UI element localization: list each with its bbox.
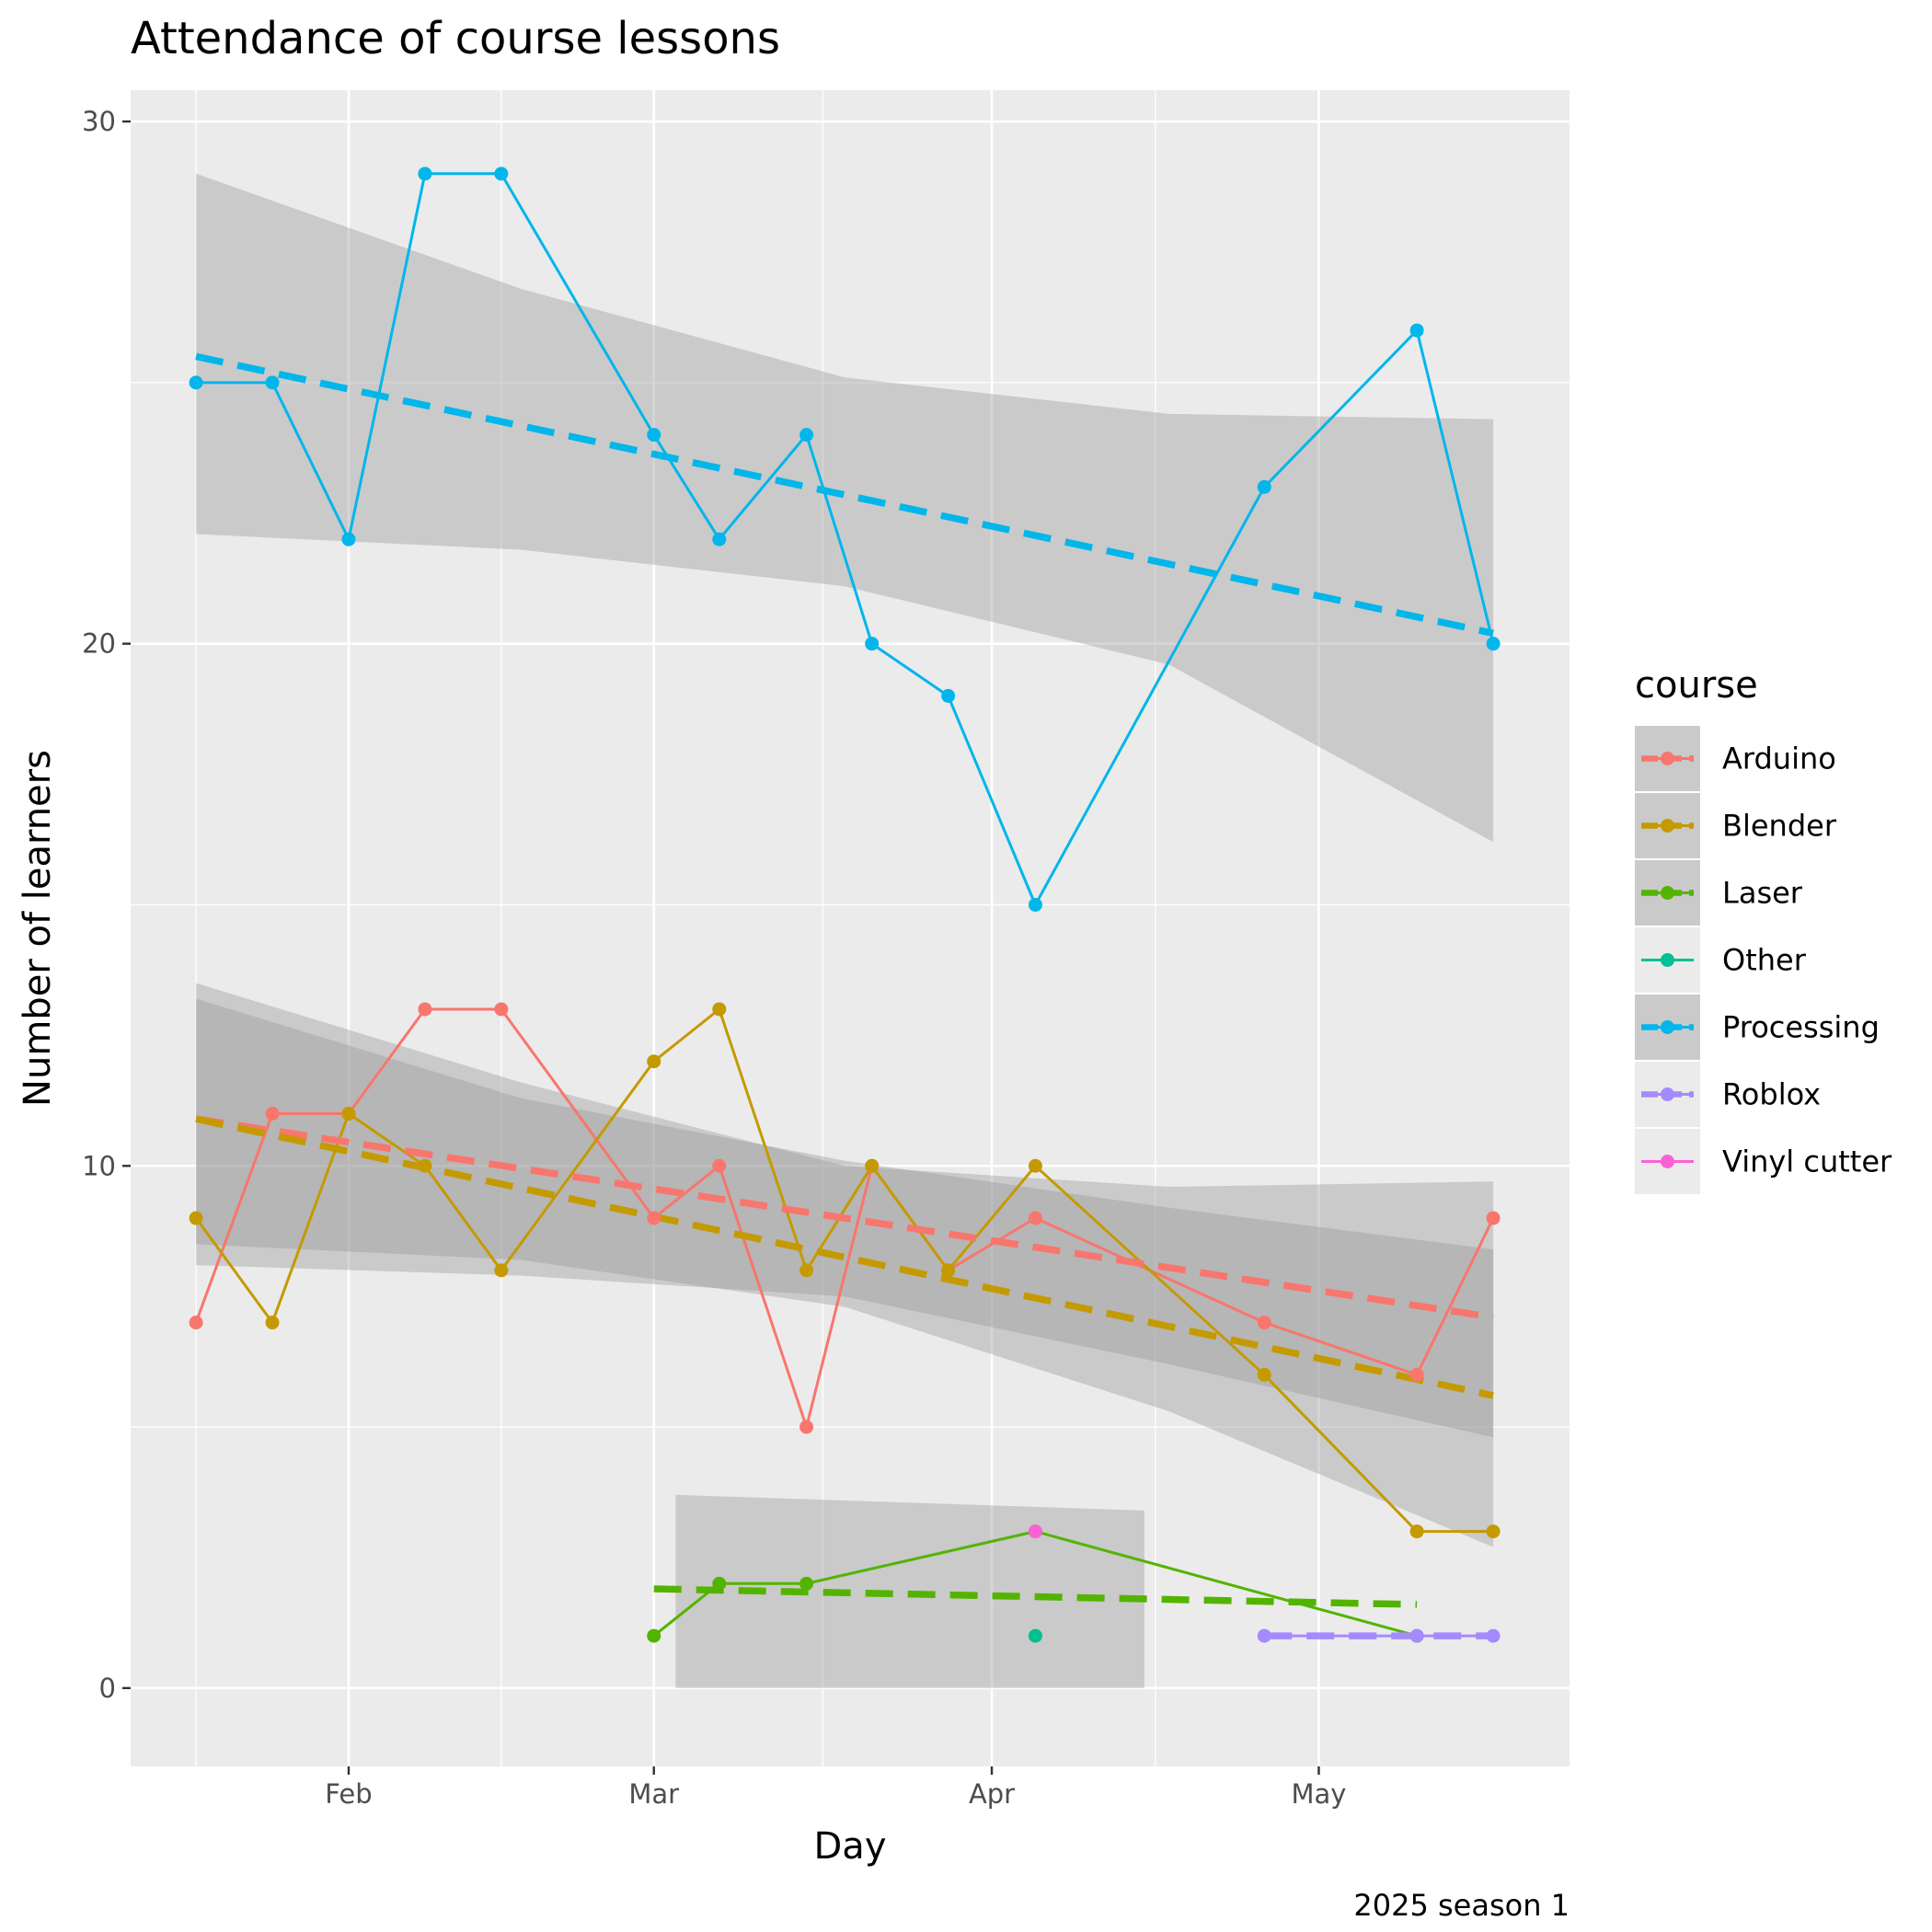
- processing-point: [341, 532, 356, 546]
- processing-point: [189, 375, 203, 390]
- y-tick-label: 30: [82, 106, 116, 137]
- legend-key-point: [1661, 953, 1674, 967]
- x-tick-label: Feb: [325, 1778, 372, 1810]
- x-tick-label: Mar: [628, 1778, 679, 1810]
- processing-line: [196, 172, 1495, 906]
- legend-key-point: [1661, 1155, 1674, 1168]
- laser-point: [712, 1576, 727, 1591]
- arduino-point: [1409, 1367, 1424, 1382]
- blender-point: [799, 1263, 814, 1278]
- y-tick-label: 20: [82, 628, 116, 660]
- blender-point: [647, 1054, 661, 1069]
- blender-point: [712, 1002, 727, 1017]
- x-tick-label: Apr: [969, 1778, 1015, 1810]
- arduino-point: [418, 1002, 432, 1017]
- blender-line: [194, 1007, 1494, 1534]
- laser-trend-line: [653, 1585, 1418, 1608]
- legend-key-point: [1661, 886, 1674, 900]
- blender-point: [1028, 1158, 1042, 1173]
- arduino-point: [1486, 1211, 1501, 1225]
- y-tick-label: 10: [82, 1150, 116, 1181]
- processing-ribbon: [196, 173, 1494, 843]
- data-points: [189, 167, 1501, 1643]
- roblox-point: [1486, 1628, 1501, 1643]
- arduino-point: [1257, 1316, 1271, 1330]
- legend-label: Laser: [1722, 876, 1803, 911]
- processing-trend-line: [195, 352, 1494, 637]
- legend: course Arduino Blender Laser Other Processin…: [1635, 664, 1892, 1194]
- blender-point: [865, 1158, 880, 1173]
- arduino-point: [189, 1316, 203, 1330]
- vinyl-cutter-point: [1028, 1524, 1042, 1539]
- processing-point: [1257, 479, 1271, 494]
- arduino-point: [1028, 1211, 1042, 1225]
- y-axis-title: Number of learners: [17, 750, 59, 1107]
- blender-trend-line: [195, 1115, 1494, 1399]
- arduino-point: [647, 1211, 661, 1225]
- blender-point: [189, 1211, 203, 1225]
- processing-point: [494, 167, 509, 181]
- laser-point: [647, 1628, 661, 1643]
- blender-point: [1486, 1524, 1501, 1539]
- blender-point: [1257, 1367, 1271, 1382]
- legend-label: Processing: [1722, 1010, 1880, 1045]
- legend-label: Other: [1722, 943, 1807, 978]
- blender-ribbon: [196, 983, 1494, 1547]
- x-tick-label: May: [1292, 1778, 1347, 1810]
- legend-key-point: [1661, 1020, 1674, 1034]
- arduino-point: [265, 1106, 280, 1121]
- processing-point: [799, 428, 814, 443]
- legend-key-point: [1661, 752, 1674, 765]
- processing-point: [647, 428, 661, 443]
- plot-panel: [131, 90, 1570, 1766]
- processing-point: [265, 375, 280, 390]
- legend-label: Arduino: [1722, 742, 1836, 776]
- arduino-point: [712, 1158, 727, 1173]
- blender-point: [1409, 1524, 1424, 1539]
- legend-label: Roblox: [1722, 1077, 1821, 1112]
- legend-label: Vinyl cutter: [1722, 1144, 1892, 1179]
- processing-point: [1028, 897, 1042, 912]
- blender-point: [418, 1158, 432, 1173]
- x-axis: Feb Mar Apr May: [325, 1766, 1346, 1810]
- legend-title: course: [1635, 664, 1758, 707]
- arduino-line: [194, 1007, 1495, 1429]
- processing-point: [941, 688, 956, 703]
- y-axis: 0 10 20 30: [82, 106, 131, 1704]
- grid-minor: [131, 90, 1570, 1766]
- processing-point: [1409, 323, 1424, 338]
- blender-point: [494, 1263, 509, 1278]
- y-tick-label: 0: [99, 1673, 116, 1704]
- arduino-trend-line: [195, 1115, 1494, 1321]
- x-axis-title: Day: [814, 1825, 887, 1868]
- caption: 2025 season 1: [1353, 1888, 1570, 1923]
- trend-lines: [195, 352, 1494, 1639]
- arduino-point: [799, 1420, 814, 1434]
- legend-key-point: [1661, 1087, 1674, 1101]
- arduino-point: [494, 1002, 509, 1017]
- processing-point: [712, 532, 727, 546]
- legend-key-point: [1661, 819, 1674, 833]
- processing-point: [865, 637, 880, 651]
- laser-point: [799, 1576, 814, 1591]
- blender-point: [341, 1106, 356, 1121]
- other-point: [1028, 1628, 1042, 1643]
- legend-label: Blender: [1722, 809, 1837, 844]
- roblox-point: [1409, 1628, 1424, 1643]
- grid-major: [131, 90, 1570, 1766]
- chart-title: Attendance of course lessons: [131, 13, 780, 64]
- processing-point: [418, 167, 432, 181]
- blender-point: [941, 1263, 956, 1278]
- processing-point: [1486, 637, 1501, 651]
- blender-point: [265, 1316, 280, 1330]
- roblox-point: [1257, 1628, 1271, 1643]
